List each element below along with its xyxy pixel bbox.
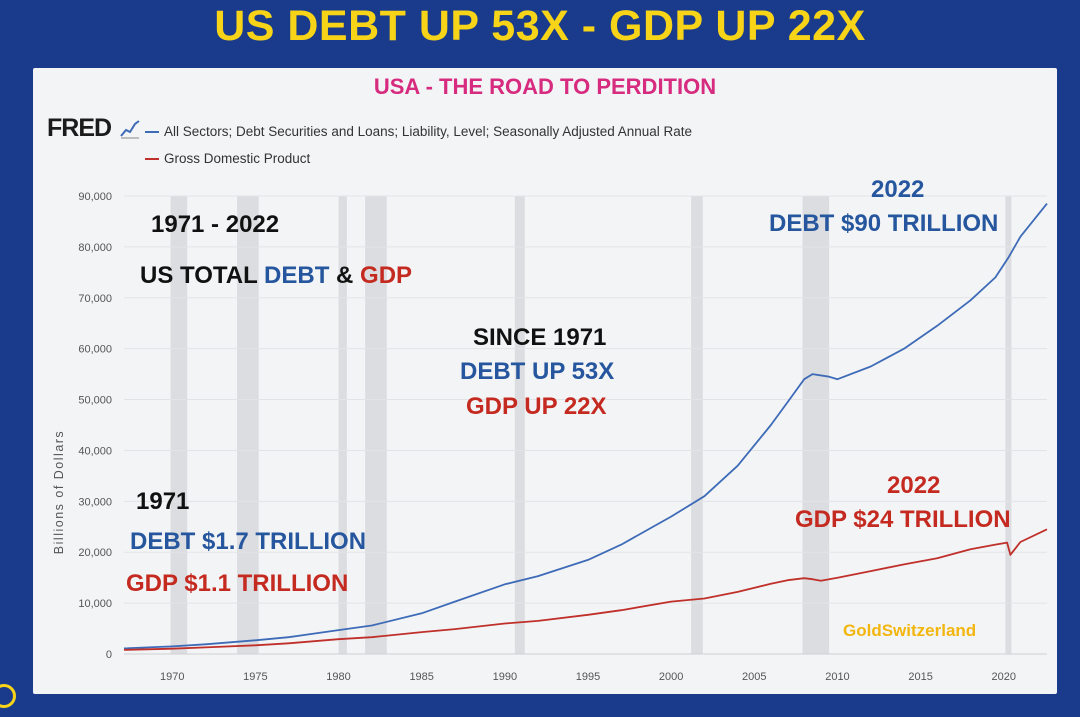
- x-tick-label: 1995: [576, 671, 600, 683]
- annotation-us-total: US TOTAL DEBT & GDP: [140, 262, 412, 290]
- gdp-series-line: [123, 528, 1048, 651]
- x-tick-label: 1970: [160, 671, 184, 683]
- line-chart: 0 10,000 20,000 30,000 40,000 50,000 60,000 70,…: [52, 191, 1048, 683]
- gridlines: [124, 195, 1047, 655]
- annotation-us-total-label: US TOTAL: [140, 262, 258, 289]
- legend-label-debt: All Sectors; Debt Securities and Loans; …: [164, 124, 693, 139]
- annotation-gdp-word: GDP: [360, 262, 413, 289]
- x-tick-label: 1975: [243, 671, 267, 683]
- main-title: US DEBT UP 53X - GDP UP 22X: [214, 2, 866, 50]
- debt-series-line: [123, 203, 1048, 650]
- x-tick-label: 2020: [992, 671, 1016, 683]
- annotation-amp: &: [336, 262, 354, 289]
- chart-panel: USA - THE ROAD TO PERDITION FRED All Sec…: [33, 68, 1057, 694]
- recession-band-0: [170, 196, 188, 654]
- annotation-gdp-24-trillion: GDP $24 TRILLION: [795, 506, 1011, 533]
- chart-legend: All Sectors; Debt Securities and Loans; …: [145, 118, 692, 172]
- annotation-debt-1-7-trillion: DEBT $1.7 TRILLION: [130, 528, 367, 555]
- recession-bands: [170, 196, 1012, 654]
- y-tick-labels: 0 10,000 20,000 30,000 40,000 50,000 60,000 70,…: [78, 191, 112, 661]
- recession-band-1: [237, 196, 259, 654]
- annotation-debt-up: DEBT UP 53X: [460, 358, 615, 385]
- legend-item-debt: All Sectors; Debt Securities and Loans; …: [145, 118, 692, 145]
- annotation-gdp-1-1-trillion: GDP $1.1 TRILLION: [126, 570, 349, 597]
- annotation-1971-year: 1971: [136, 488, 190, 515]
- x-tick-label: 2015: [908, 671, 932, 683]
- y-tick-label: 50,000: [78, 395, 112, 407]
- y-tick-label: 60,000: [78, 344, 112, 356]
- recession-band-3: [365, 196, 387, 654]
- y-tick-label: 80,000: [78, 242, 112, 254]
- fred-graph-icon: [120, 120, 140, 139]
- y-tick-label: 40,000: [78, 445, 112, 457]
- legend-item-gdp: Gross Domestic Product: [145, 145, 692, 172]
- annotation-since-1971: SINCE 1971: [473, 324, 607, 351]
- y-tick-label: 10,000: [78, 598, 112, 610]
- x-tick-label: 2010: [825, 671, 849, 683]
- chart-subtitle: USA - THE ROAD TO PERDITION: [373, 74, 717, 99]
- annotation-gdp-up: GDP UP 22X: [466, 393, 607, 420]
- series-lines: [123, 203, 1048, 651]
- legend-label-gdp: Gross Domestic Product: [164, 151, 311, 166]
- legend-swatch-debt: [145, 130, 159, 133]
- recession-band-5: [691, 196, 703, 654]
- recession-band-6: [802, 196, 830, 654]
- y-tick-label: 90,000: [78, 191, 112, 203]
- x-tick-label: 1990: [493, 671, 517, 683]
- y-axis-label: Billions of Dollars: [52, 430, 66, 554]
- annotation-debt-90-trillion: DEBT $90 TRILLION: [769, 210, 999, 237]
- legend-swatch-gdp: [145, 157, 159, 160]
- y-tick-label: 20,000: [78, 547, 112, 559]
- recession-band-2: [338, 196, 347, 654]
- y-tick-label: 0: [106, 649, 112, 661]
- x-tick-labels: 1970 1975 1980 1985 1990 1995 2000 2005 2010 2015…: [160, 671, 1016, 683]
- x-tick-label: 2005: [742, 671, 766, 683]
- fred-logo: FRED: [47, 114, 112, 142]
- corner-logo-icon: [0, 684, 16, 708]
- recession-band-7: [1005, 196, 1012, 654]
- x-tick-label: 1980: [326, 671, 350, 683]
- recession-band-4: [514, 196, 525, 654]
- annotation-2022-gdp-year: 2022: [887, 472, 941, 499]
- annotation-range-years: 1971 - 2022: [151, 211, 280, 238]
- annotation-debt-word: DEBT: [264, 262, 330, 289]
- annotation-2022-debt-year: 2022: [871, 176, 925, 203]
- x-tick-label: 2000: [659, 671, 683, 683]
- goldswitzerland-watermark: GoldSwitzerland: [843, 621, 977, 640]
- x-tick-label: 1985: [409, 671, 433, 683]
- y-tick-label: 30,000: [78, 496, 112, 508]
- y-tick-label: 70,000: [78, 293, 112, 305]
